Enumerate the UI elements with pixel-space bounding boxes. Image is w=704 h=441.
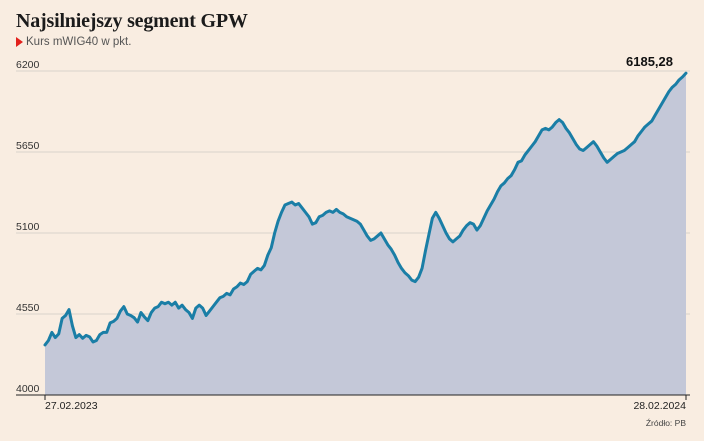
y-tick-label: 5650 [16,140,40,152]
y-tick-label: 4000 [16,383,40,395]
source-note: Źródło: PB [645,418,686,428]
y-axis-tick-labels: 4000 4550 5100 5650 6200 [16,59,40,395]
x-end-label: 28.02.2024 [633,400,686,412]
subtitle-text: Kurs mWIG40 w pkt. [26,36,132,48]
y-tick-label: 4550 [16,302,40,314]
chart-subtitle: Kurs mWIG40 w pkt. [16,36,131,48]
chart-title: Najsilniejszy segment GPW [16,10,248,32]
x-start-label: 27.02.2023 [45,400,98,412]
last-value-label: 6185,28 [626,54,673,69]
red-triangle-marker-icon [16,37,23,47]
y-tick-label: 6200 [16,59,40,71]
y-tick-label: 5100 [16,221,40,233]
series-line [43,71,688,347]
